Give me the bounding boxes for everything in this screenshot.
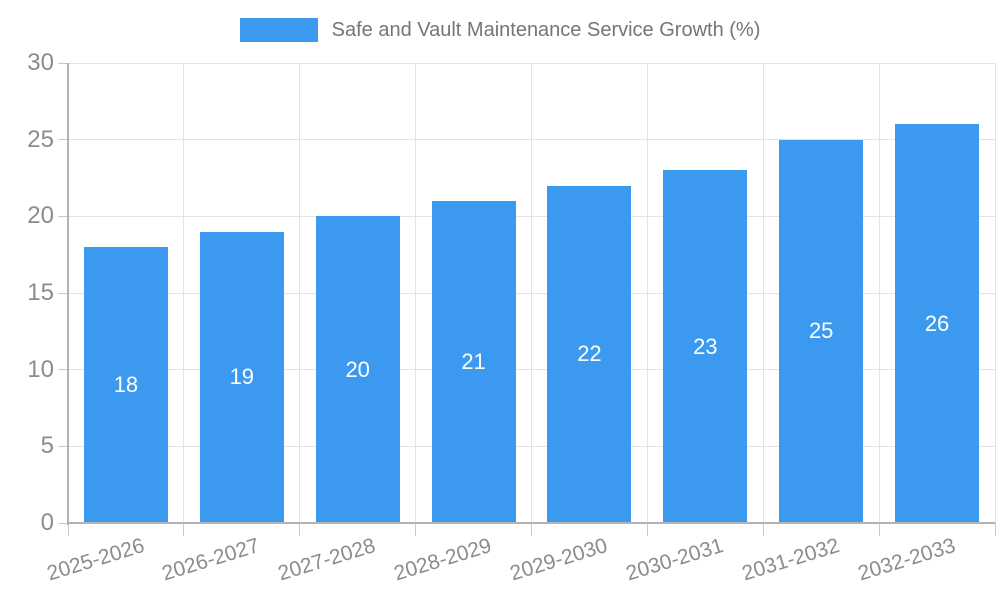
x-axis-tick-label: 2025-2026 (43, 534, 147, 586)
x-axis-tick-label: 2031-2032 (739, 534, 842, 586)
bar[interactable] (895, 124, 980, 523)
x-axis-tick (183, 523, 185, 536)
x-axis-tick (646, 523, 648, 536)
x-axis-tick-label: 2027-2028 (275, 534, 379, 586)
bar-value-label: 25 (808, 318, 834, 344)
legend[interactable]: Safe and Vault Maintenance Service Growt… (0, 18, 1000, 42)
gridline-vertical (183, 63, 185, 523)
y-axis-tick (58, 522, 68, 524)
y-axis-tick-label: 30 (27, 49, 54, 76)
x-axis-line (68, 522, 995, 524)
legend-label: Safe and Vault Maintenance Service Growt… (331, 18, 761, 41)
bar-value-label: 26 (924, 310, 950, 336)
y-axis-tick (58, 139, 68, 141)
bar-value-label: 22 (577, 341, 602, 367)
x-axis-tick-label: 2032-2033 (855, 534, 958, 586)
legend-swatch (239, 18, 318, 42)
x-axis-tick-label: 2026-2027 (159, 534, 263, 586)
bar[interactable] (663, 170, 748, 523)
bar-value-label: 18 (113, 372, 139, 397)
y-axis-tick (58, 62, 68, 64)
y-axis-tick-label: 15 (27, 279, 54, 306)
bar[interactable] (547, 185, 632, 523)
bar-value-label: 21 (461, 349, 486, 374)
gridline-vertical (762, 63, 764, 523)
bar[interactable] (83, 247, 168, 523)
bar-value-label: 20 (345, 356, 370, 382)
gridline-vertical (646, 63, 648, 523)
bar[interactable] (431, 201, 516, 523)
x-axis-tick (67, 523, 69, 536)
y-axis-tick (58, 369, 68, 371)
y-axis-tick-label: 0 (40, 509, 54, 536)
x-axis-tick (531, 523, 532, 536)
y-axis-tick (58, 445, 68, 447)
x-axis-tick (415, 523, 417, 536)
y-axis-tick (58, 215, 68, 217)
x-axis-tick (762, 523, 764, 536)
y-axis-tick-label: 5 (40, 432, 54, 460)
gridline-vertical (531, 63, 532, 523)
x-axis-tick-label: 2029-2030 (507, 534, 611, 586)
x-axis-tick-label: 2028-2029 (391, 534, 495, 586)
y-axis-tick-label: 10 (27, 355, 54, 383)
bar-value-label: 19 (229, 364, 255, 390)
bar[interactable] (199, 231, 284, 523)
y-axis-tick-label: 25 (27, 125, 54, 153)
x-axis-tick-label: 2030-2031 (623, 534, 727, 586)
y-axis-tick (58, 292, 68, 294)
bar-value-label: 23 (693, 333, 718, 359)
gridline-vertical (299, 63, 301, 523)
bar[interactable] (315, 216, 400, 523)
gridline-vertical (994, 63, 996, 523)
y-axis-tick-label: 20 (27, 202, 54, 230)
gridline-vertical (878, 63, 880, 523)
x-axis-tick (299, 523, 301, 536)
x-axis-tick (994, 523, 996, 536)
x-axis-tick (878, 523, 880, 536)
gridline-vertical (415, 63, 417, 523)
y-axis-line (67, 63, 69, 525)
bar[interactable] (779, 139, 864, 523)
